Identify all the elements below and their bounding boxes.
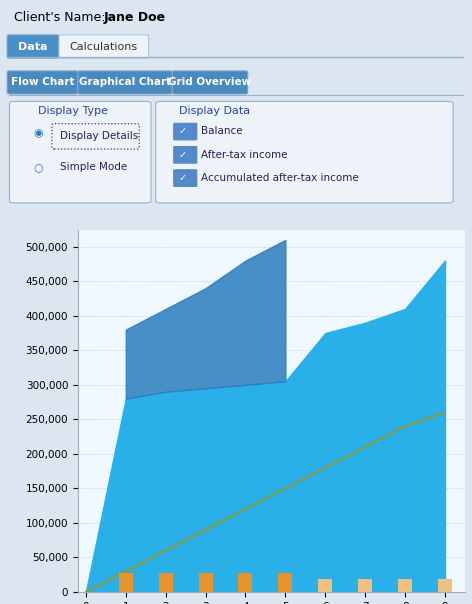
Bar [318, 579, 332, 592]
Text: ✓: ✓ [179, 126, 187, 137]
Bar [199, 573, 212, 592]
Text: Display Data: Display Data [179, 106, 251, 116]
Bar [278, 573, 292, 592]
Text: Grid Overview: Grid Overview [169, 77, 252, 88]
Text: Balance: Balance [201, 126, 242, 137]
Text: ◉: ◉ [33, 128, 43, 138]
Text: Simple Mode: Simple Mode [60, 162, 127, 172]
Text: ✓: ✓ [179, 150, 187, 159]
Text: Data: Data [18, 42, 48, 51]
Text: ○: ○ [33, 162, 43, 172]
Text: Display Details: Display Details [60, 131, 138, 141]
Bar [358, 579, 372, 592]
Bar [238, 573, 253, 592]
Bar [438, 579, 452, 592]
FancyBboxPatch shape [156, 101, 453, 203]
Text: Client's Name:: Client's Name: [14, 11, 114, 24]
Bar [159, 573, 173, 592]
Text: Jane Doe: Jane Doe [104, 11, 166, 24]
Text: Display Type: Display Type [38, 106, 108, 116]
FancyBboxPatch shape [59, 35, 149, 58]
FancyBboxPatch shape [174, 147, 197, 163]
Bar [398, 579, 412, 592]
FancyBboxPatch shape [78, 71, 172, 94]
FancyBboxPatch shape [174, 170, 197, 187]
Text: After-tax income: After-tax income [201, 150, 287, 159]
Text: Flow Chart: Flow Chart [11, 77, 74, 88]
FancyBboxPatch shape [7, 35, 59, 58]
Text: Graphical Chart: Graphical Chart [79, 77, 171, 88]
Bar [119, 573, 133, 592]
Text: Calculations: Calculations [70, 42, 138, 51]
FancyBboxPatch shape [7, 71, 78, 94]
Text: ✓: ✓ [179, 173, 187, 183]
Text: Accumulated after-tax income: Accumulated after-tax income [201, 173, 358, 183]
FancyBboxPatch shape [9, 101, 151, 203]
FancyBboxPatch shape [172, 71, 248, 94]
FancyBboxPatch shape [174, 123, 197, 140]
